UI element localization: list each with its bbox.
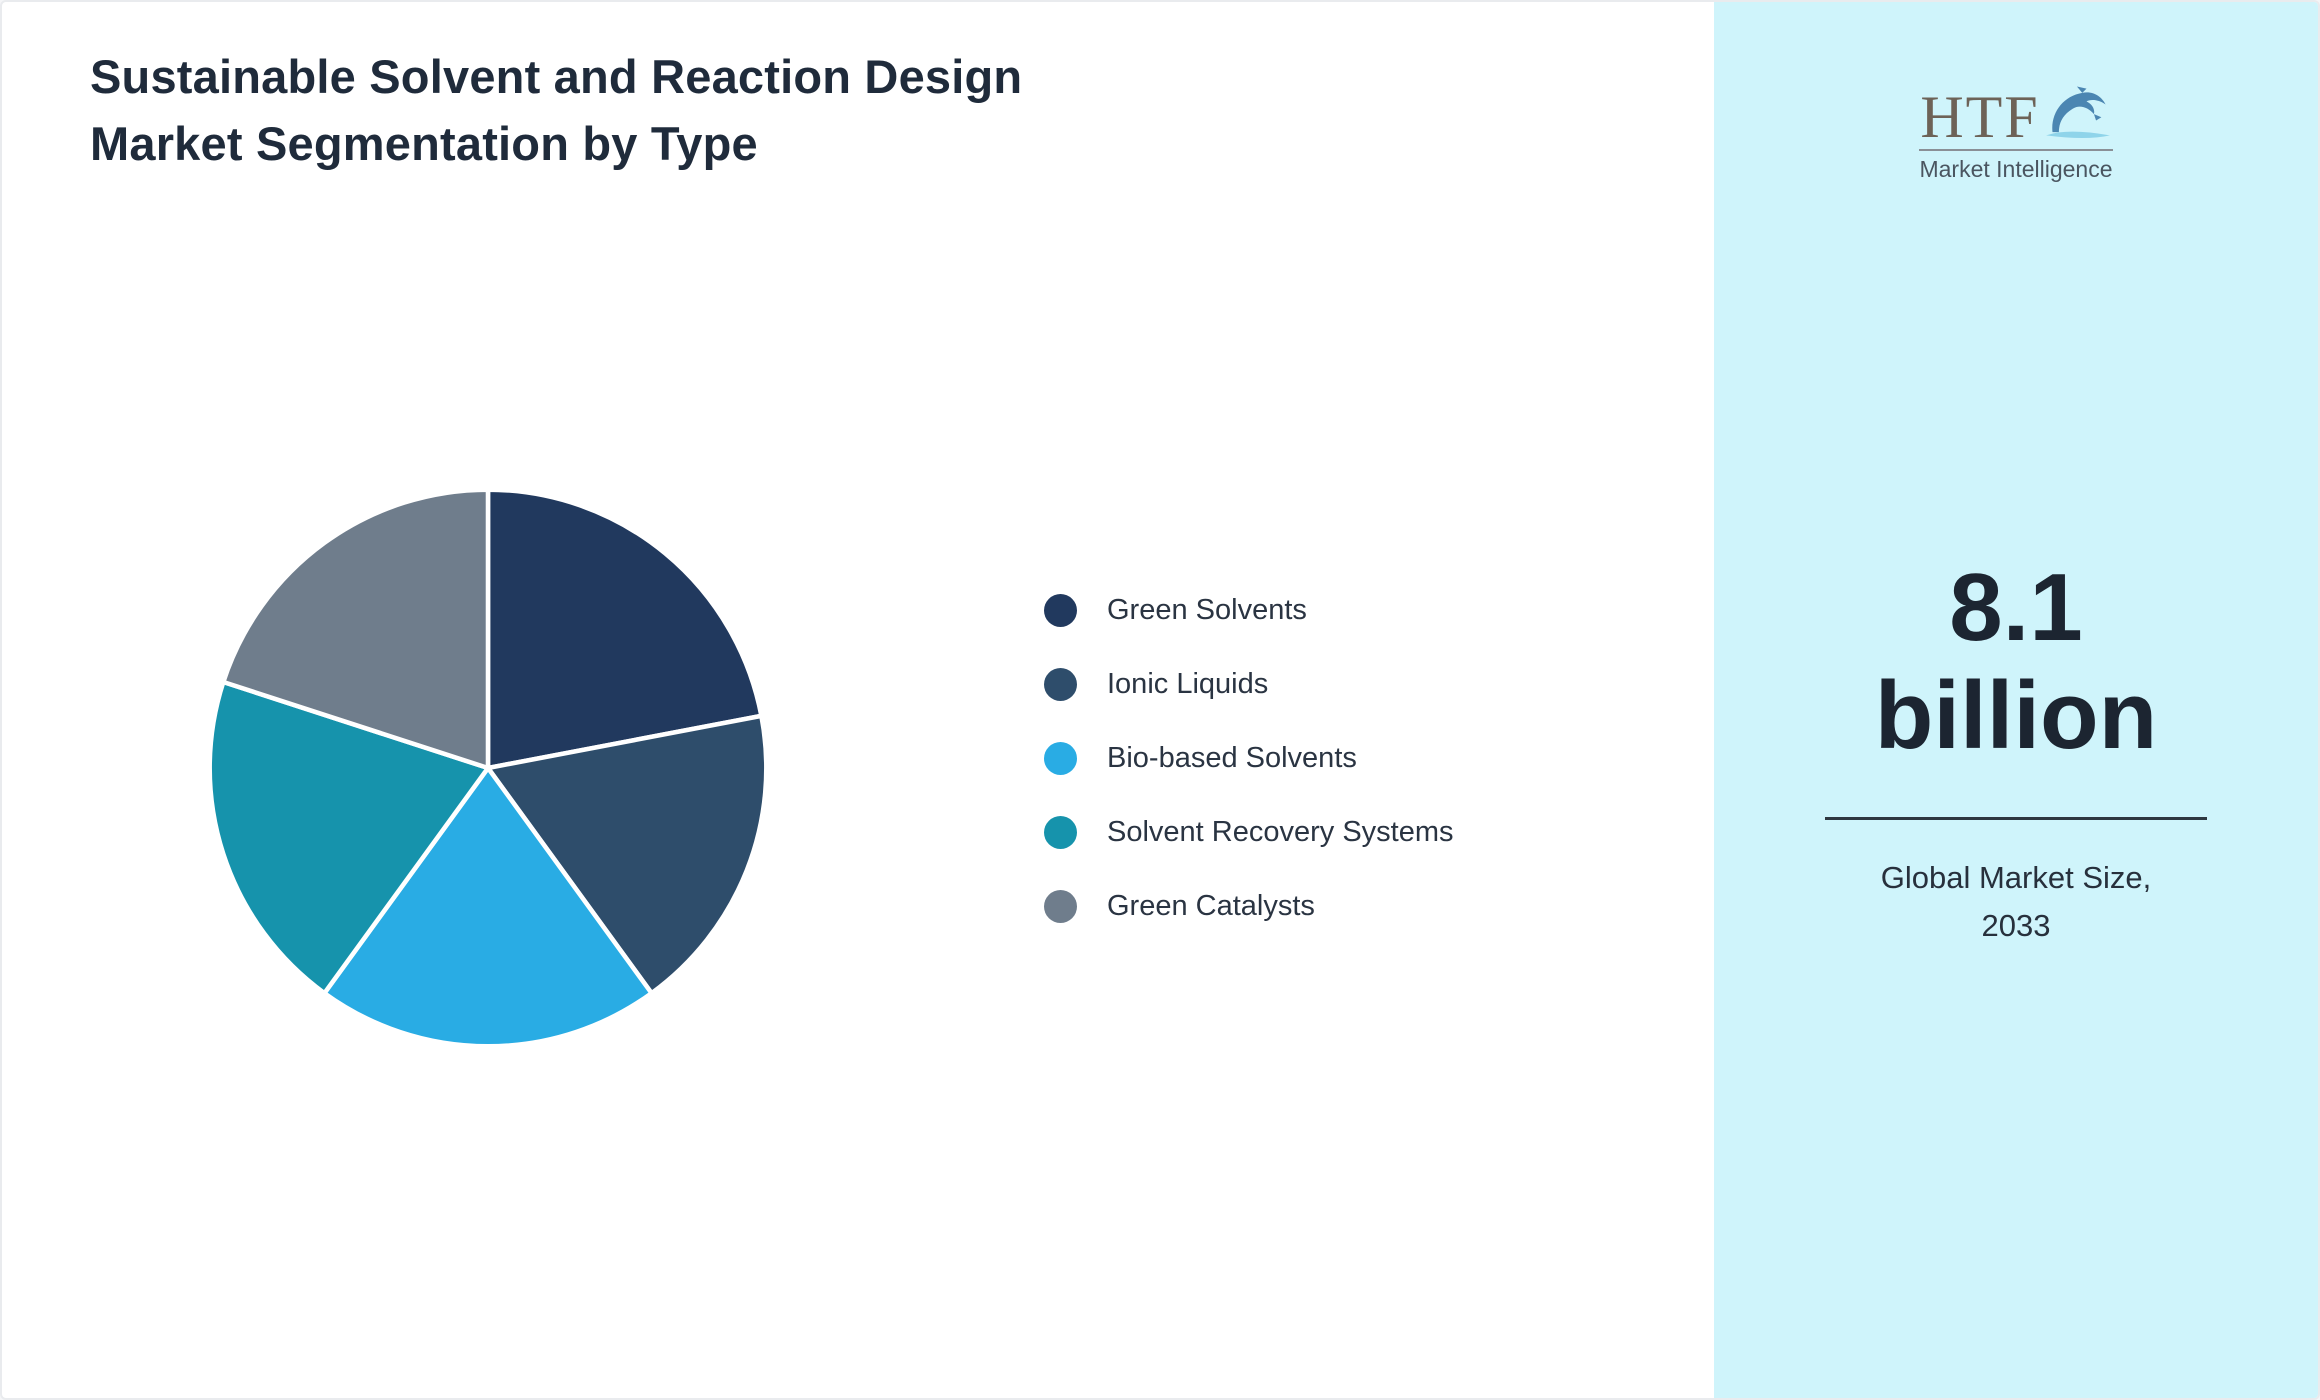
- legend-label: Green Catalysts: [1107, 890, 1315, 922]
- page-title: Sustainable Solvent and Reaction Design …: [90, 50, 1023, 170]
- divider-line: [1825, 817, 2207, 821]
- htf-logo: HTF Market Intelligence: [1714, 84, 2318, 183]
- legend-item: Green Catalysts: [1044, 890, 1454, 923]
- pie-slice-4: [221, 487, 491, 771]
- market-size-unit: billion: [1874, 661, 2158, 769]
- market-size-value: 8.1 billion: [1714, 554, 2318, 769]
- pie-chart: [204, 484, 772, 1052]
- logo-text: HTF: [1920, 84, 2040, 150]
- legend-item: Solvent Recovery Systems: [1044, 816, 1454, 849]
- pie-slice-0: [485, 487, 764, 771]
- logo-subtext: Market Intelligence: [1919, 149, 2113, 183]
- legend-item: Bio-based Solvents: [1044, 742, 1454, 775]
- sidebar-panel: HTF Market Intelligence 8.1 billion Glob…: [1714, 2, 2318, 1398]
- pie-slice-2: [322, 765, 654, 1049]
- legend-swatch: [1044, 594, 1077, 627]
- market-size-block: 8.1 billion Global Market Size, 2033: [1714, 554, 2318, 950]
- market-size-label: Global Market Size, 2033: [1880, 860, 2152, 944]
- legend-label: Solvent Recovery Systems: [1107, 816, 1454, 848]
- pie-slice-3: [207, 679, 491, 996]
- market-size-number: 8.1: [1949, 554, 2083, 661]
- legend-swatch: [1044, 816, 1077, 849]
- dolphin-icon: [2044, 84, 2112, 147]
- pie-chart-svg: [207, 487, 769, 1049]
- legend-swatch: [1044, 668, 1077, 701]
- legend-label: Bio-based Solvents: [1107, 742, 1357, 774]
- pie-slice-1: [485, 713, 769, 996]
- legend-swatch: [1044, 742, 1077, 775]
- legend-item: Green Solvents: [1044, 594, 1454, 627]
- legend: Green Solvents Ionic Liquids Bio-based S…: [1044, 594, 1454, 923]
- legend-item: Ionic Liquids: [1044, 668, 1454, 701]
- legend-label: Ionic Liquids: [1107, 668, 1269, 700]
- legend-swatch: [1044, 890, 1077, 923]
- legend-label: Green Solvents: [1107, 594, 1307, 626]
